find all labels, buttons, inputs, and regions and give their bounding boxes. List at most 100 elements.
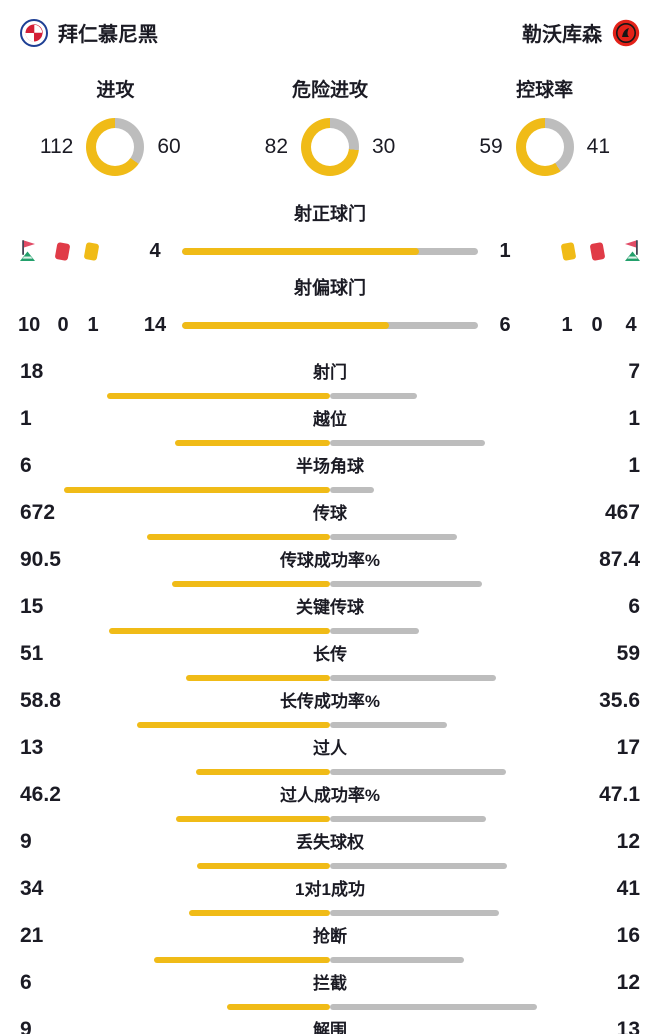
stat-bar <box>20 863 640 869</box>
stat-label: 关键传球 <box>296 598 364 617</box>
home-stat-value: 51 <box>20 642 44 665</box>
donut-label: 进攻 <box>96 80 135 101</box>
donut-away-value: 41 <box>586 135 611 158</box>
yellow-card-icon <box>560 241 577 261</box>
stat-row: 6 半场角球 1 <box>20 446 640 493</box>
leverkusen-crest-logo <box>612 19 640 47</box>
away-discipline-counts: 1 0 4 <box>532 314 660 337</box>
home-corners-count: 10 <box>18 313 41 336</box>
donut-home-value: 82 <box>264 135 288 158</box>
home-stat-value: 9 <box>20 830 32 853</box>
stat-row: 90.5 传球成功率% 87.4 <box>20 540 640 587</box>
home-team[interactable]: 拜仁慕尼黑 <box>20 18 158 47</box>
stat-row: 9 解围 13 <box>20 1010 640 1034</box>
stat-bar <box>20 1004 640 1010</box>
donut-values-row: 59 41 <box>461 118 629 176</box>
yellow-card-icon <box>83 241 100 261</box>
shots-on-target-label: 射正球门 <box>294 204 366 224</box>
stat-bar-home-segment <box>64 487 330 493</box>
stat-row: 21 抢断 16 <box>20 916 640 963</box>
stat-bar <box>20 628 640 634</box>
away-stat-value: 6 <box>628 595 640 618</box>
stat-bar <box>20 534 640 540</box>
stat-line: 672 传球 467 <box>20 501 640 526</box>
stat-bar-home-segment <box>176 816 330 822</box>
stat-bar-away-segment <box>330 957 464 963</box>
donut-ring <box>515 118 574 176</box>
stat-bar-away-segment <box>330 581 482 587</box>
stat-row: 46.2 过人成功率% 47.1 <box>20 775 640 822</box>
donut-values-row: 112 60 <box>31 118 199 176</box>
donut-away-value: 60 <box>157 135 181 158</box>
away-yellow-cards-count: 1 <box>561 313 573 336</box>
stat-bar <box>20 675 640 681</box>
stat-bar-home-segment <box>147 534 330 540</box>
stat-label: 解围 <box>313 1021 347 1034</box>
away-stat-value: 467 <box>604 501 640 524</box>
stat-label: 1对1成功 <box>295 880 365 899</box>
away-team[interactable]: 勒沃库森 <box>522 18 640 47</box>
donut-group: 危险进攻 82 30 <box>223 75 438 176</box>
stat-bar-home-segment <box>109 628 330 634</box>
stat-bar <box>20 440 640 446</box>
away-red-cards-count: 0 <box>591 313 603 336</box>
away-team-name: 勒沃库森 <box>522 24 602 46</box>
away-stat-value: 35.6 <box>599 689 640 712</box>
stat-bar-home-segment <box>172 581 330 587</box>
stat-line: 9 丢失球权 12 <box>20 830 640 855</box>
home-shots-off-target-value: 14 <box>143 313 167 336</box>
corner-flag-icon <box>18 239 40 263</box>
stat-bar <box>20 769 640 775</box>
stat-bar <box>20 957 640 963</box>
stat-bar-away-segment <box>330 393 417 399</box>
home-stat-value: 90.5 <box>20 548 61 571</box>
stat-label: 长传成功率% <box>279 692 381 711</box>
stat-line: 34 1对1成功 41 <box>20 877 640 902</box>
home-yellow-cards-count: 1 <box>87 313 99 336</box>
stat-row: 34 1对1成功 41 <box>20 869 640 916</box>
away-stat-value: 41 <box>616 877 640 900</box>
home-discipline-icons <box>0 239 128 263</box>
stat-bar-away-segment <box>330 769 506 775</box>
stat-line: 6 半场角球 1 <box>20 454 640 479</box>
home-stat-value: 21 <box>20 924 44 947</box>
stat-line: 18 射门 7 <box>20 360 640 385</box>
shots-on-target-row: 4 1 <box>0 236 660 266</box>
home-stat-value: 18 <box>20 360 44 383</box>
stat-row: 672 传球 467 <box>20 493 640 540</box>
donut-group: 进攻 112 60 <box>8 75 223 176</box>
stat-line: 58.8 长传成功率% 35.6 <box>20 689 640 714</box>
home-stat-value: 9 <box>20 1018 32 1034</box>
stat-line: 15 关键传球 6 <box>20 595 640 620</box>
stat-row: 9 丢失球权 12 <box>20 822 640 869</box>
donut-values-row: 82 30 <box>246 118 414 176</box>
stat-row: 58.8 长传成功率% 35.6 <box>20 681 640 728</box>
stat-label: 传球成功率% <box>279 551 381 570</box>
stat-bar-home-segment <box>137 722 330 728</box>
home-stat-value: 46.2 <box>20 783 61 806</box>
away-stat-value: 12 <box>616 830 640 853</box>
stat-bar-away-segment <box>330 863 507 869</box>
stat-label: 拦截 <box>313 974 347 993</box>
home-stat-value: 1 <box>20 407 32 430</box>
stat-bar-home-segment <box>154 957 330 963</box>
match-header: 拜仁慕尼黑 勒沃库森 <box>0 0 660 47</box>
overview-donuts: 进攻 112 60 危险进攻 82 30 控球率 59 41 <box>0 75 660 176</box>
away-shots-off-target-value: 6 <box>499 313 511 336</box>
away-stat-value: 87.4 <box>599 548 640 571</box>
stat-bar <box>20 487 640 493</box>
stat-line: 1 越位 1 <box>20 407 640 432</box>
away-stat-value: 16 <box>616 924 640 947</box>
away-stat-value: 7 <box>628 360 640 383</box>
home-stat-value: 6 <box>20 971 32 994</box>
home-stat-value: 15 <box>20 595 44 618</box>
stat-line: 90.5 传球成功率% 87.4 <box>20 548 640 573</box>
stat-line: 51 长传 59 <box>20 642 640 667</box>
home-stat-value: 34 <box>20 877 44 900</box>
donut-ring <box>86 118 145 176</box>
shots-off-target-bar <box>182 321 478 329</box>
stat-bar <box>20 816 640 822</box>
home-stat-value: 58.8 <box>20 689 61 712</box>
away-stat-value: 1 <box>628 407 640 430</box>
